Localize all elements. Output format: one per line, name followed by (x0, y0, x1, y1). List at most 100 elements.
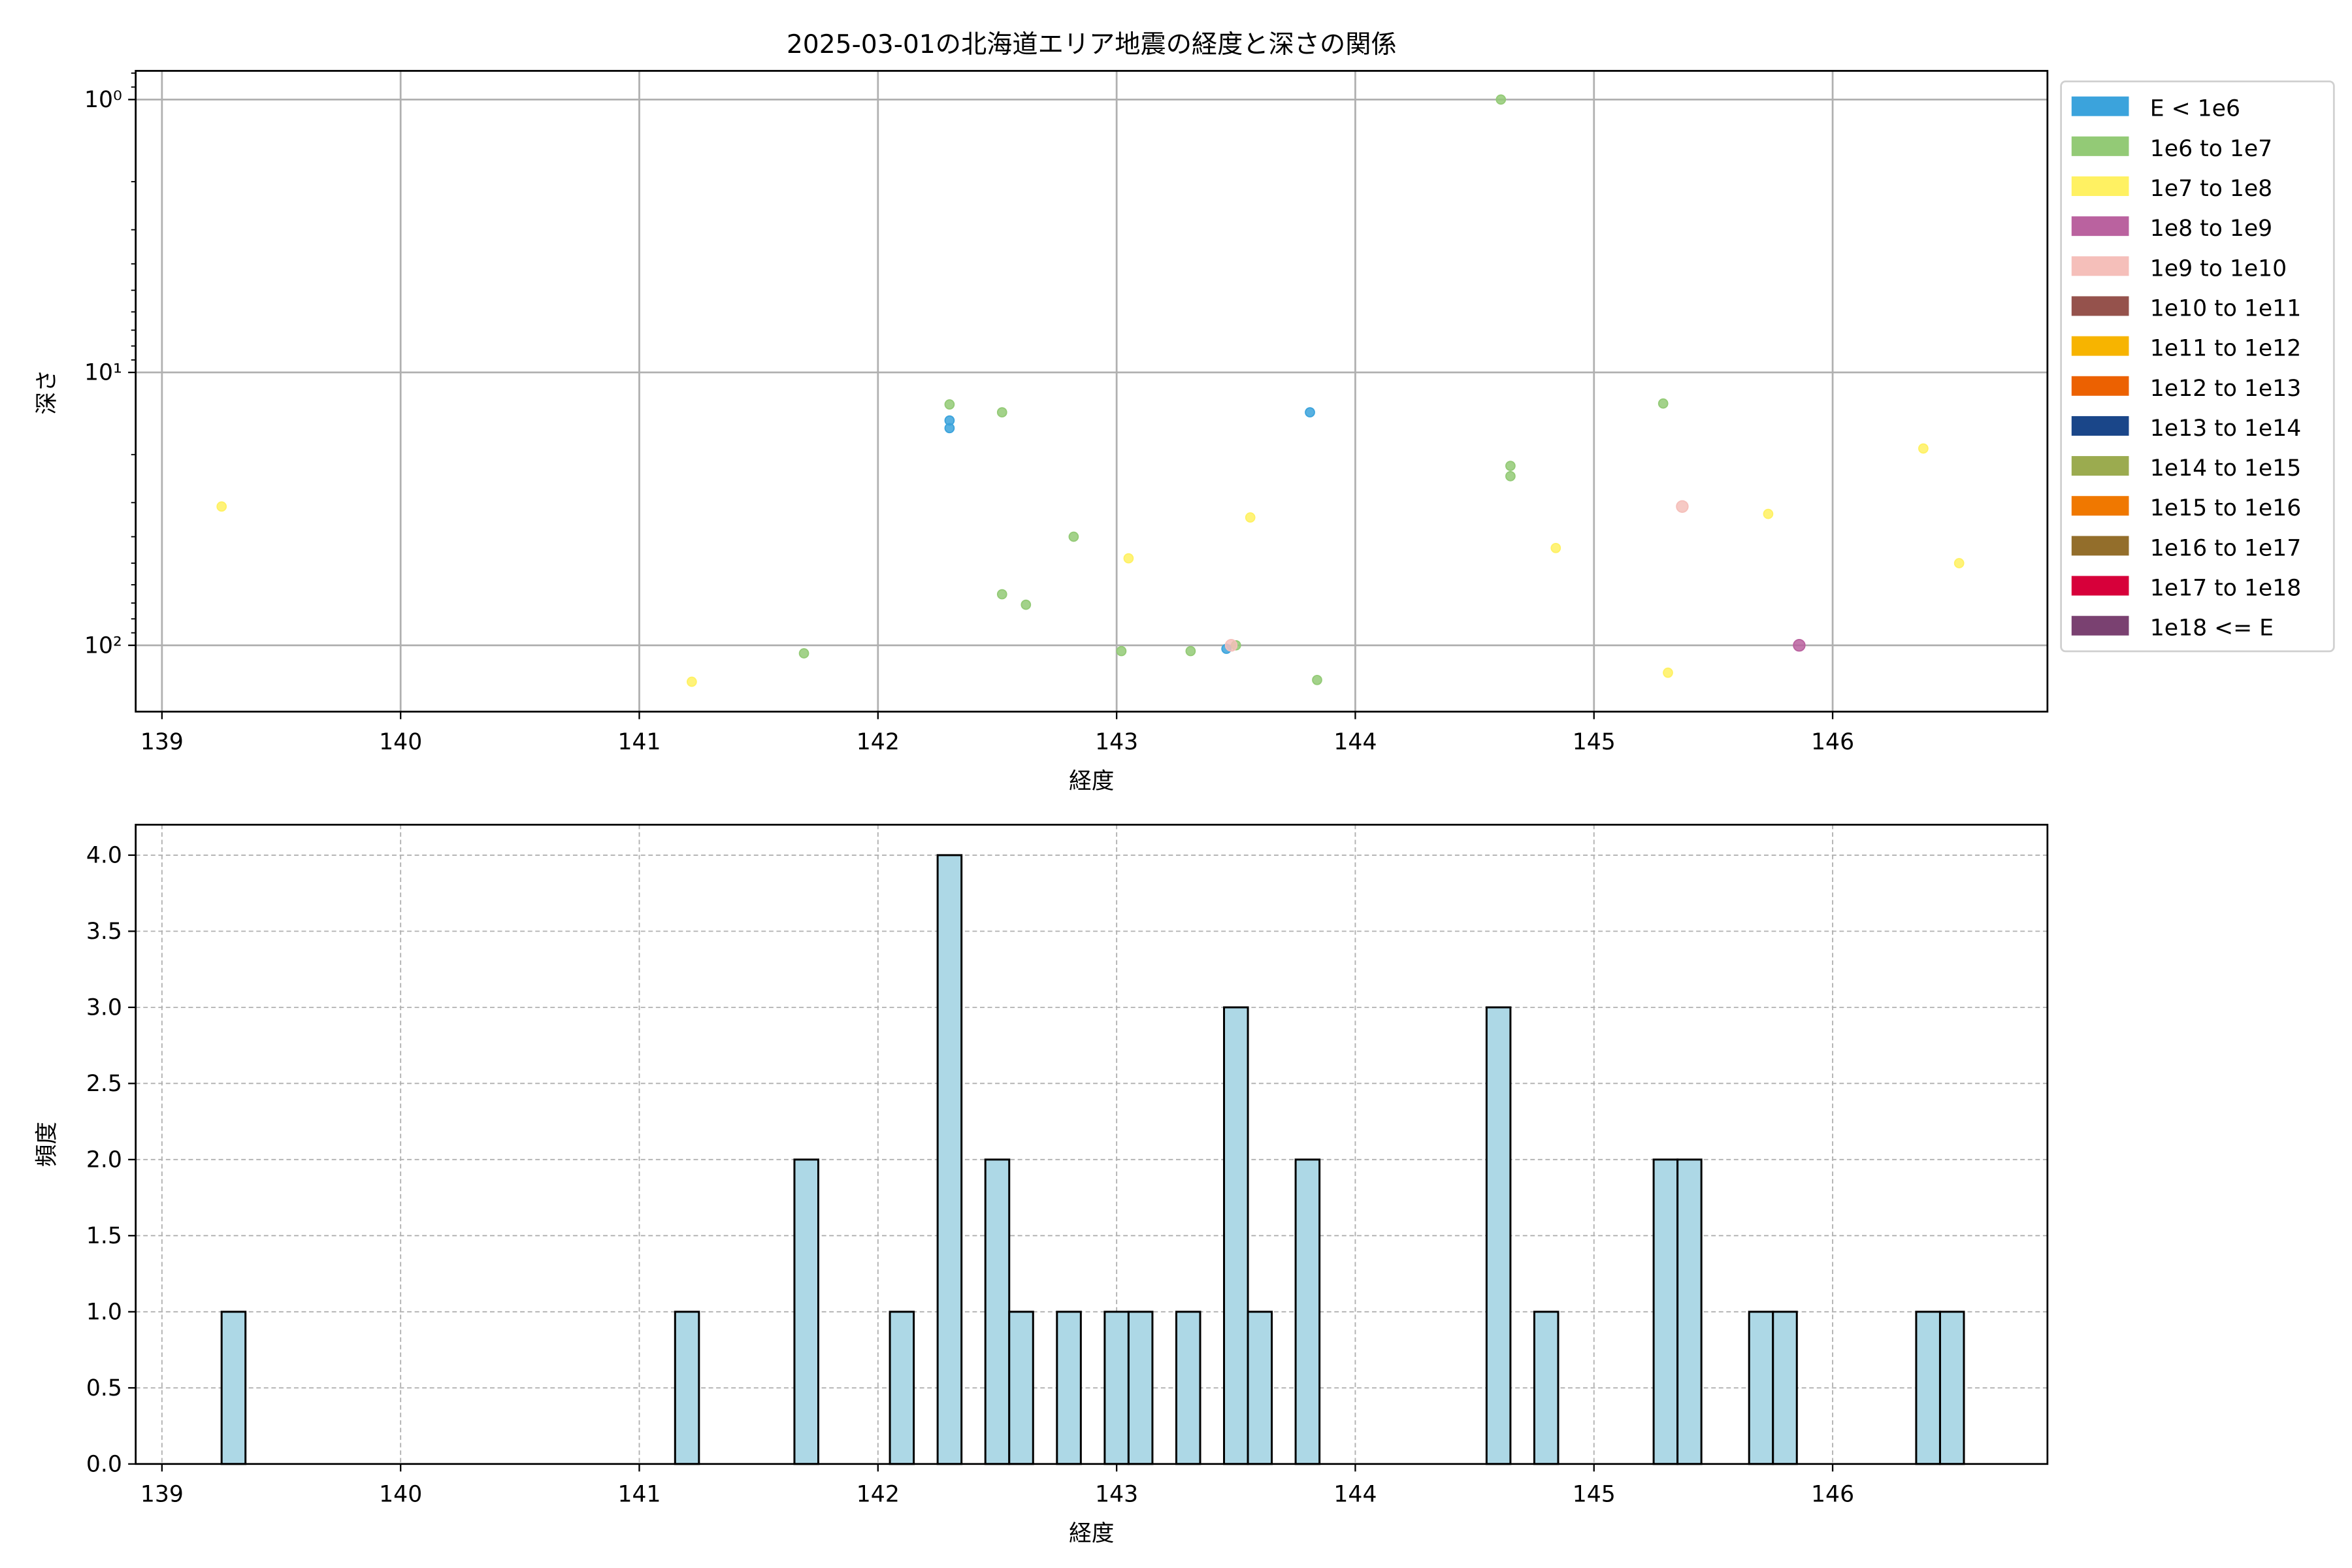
scatter-point (1185, 645, 1196, 657)
histogram-bar (1772, 1311, 1798, 1465)
legend-label: 1e9 to 1e10 (2150, 255, 2287, 282)
legend-swatch (2071, 136, 2129, 156)
scatter-point (944, 399, 955, 410)
scatter-point (1021, 599, 1032, 610)
scatter-x-tick-label: 143 (1095, 729, 1138, 755)
histogram-x-tick-label: 141 (617, 1481, 661, 1507)
scatter-point (1123, 553, 1134, 564)
scatter-point (1793, 639, 1806, 652)
scatter-point (1312, 674, 1322, 685)
legend-label: 1e12 to 1e13 (2150, 376, 2301, 402)
scatter-grid (135, 71, 2048, 712)
legend-swatch (2071, 576, 2129, 596)
scatter-point (1505, 471, 1516, 482)
histogram-bar (936, 854, 963, 1465)
histogram-y-tick-label: 4.0 (86, 842, 122, 868)
legend-swatch (2071, 216, 2129, 237)
histogram-bar (1223, 1006, 1249, 1465)
legend-label: E < 1e6 (2150, 96, 2240, 122)
legend-swatch (2071, 256, 2129, 276)
legend-swatch (2071, 615, 2129, 636)
histogram-bar (1103, 1311, 1130, 1465)
scatter-ticks: 139 140 141 142 143 144 145 146 10⁰ 10¹ 10² (84, 72, 1854, 755)
histogram-grid (135, 825, 2048, 1465)
legend-swatch (2071, 416, 2129, 436)
legend-label: 1e18 <= E (2150, 615, 2274, 642)
scatter-point (1953, 558, 1965, 568)
legend-swatch (2071, 336, 2129, 356)
scatter-point (1763, 508, 1774, 519)
scatter-x-tick-label: 146 (1811, 729, 1854, 755)
histogram-bar (1652, 1158, 1679, 1465)
histogram-y-tick-label: 1.5 (86, 1223, 122, 1249)
legend-label: 1e16 to 1e17 (2150, 535, 2301, 561)
scatter-point (1658, 398, 1669, 409)
scatter-x-tick-label: 140 (379, 729, 422, 755)
histogram-bar (1008, 1311, 1034, 1465)
scatter-point (216, 501, 227, 512)
legend-label: 1e11 to 1e12 (2150, 336, 2301, 362)
histogram-bar (674, 1311, 700, 1465)
legend-swatch (2071, 296, 2129, 316)
legend: E < 1e6 1e6 to 1e7 1e7 to 1e8 1e8 to 1e9 1e9… (2060, 80, 2335, 653)
histogram-bar (793, 1158, 819, 1465)
histogram-y-tick-label: 1.0 (86, 1299, 122, 1325)
histogram-bar (889, 1311, 915, 1465)
histogram-bar (1938, 1311, 1965, 1465)
histogram-y-tick-label: 2.0 (86, 1147, 122, 1173)
histogram-bar (1056, 1311, 1082, 1465)
scatter-point (798, 648, 809, 659)
histogram-x-tick-label: 144 (1333, 1481, 1377, 1507)
scatter-x-tick-label: 142 (857, 729, 900, 755)
histogram-bar (1915, 1311, 1941, 1465)
histogram-bar (1748, 1311, 1774, 1465)
scatter-x-tick-label: 141 (617, 729, 661, 755)
histogram-x-tick-label: 142 (857, 1481, 900, 1507)
histogram-axes: 139 140 141 142 143 144 145 146 0.0 0.5 1.0 1.5 2.0 2… (34, 823, 2049, 1546)
legend-label: 1e15 to 1e16 (2150, 495, 2301, 521)
histogram-x-label: 経度 (1069, 1520, 1114, 1546)
histogram-ticks: 139 140 141 142 143 144 145 146 0.0 0.5 1.0 1.5 2.0 2… (86, 842, 1854, 1507)
scatter-point (944, 423, 955, 434)
histogram-bar (984, 1158, 1011, 1465)
scatter-point (1305, 407, 1315, 417)
legend-frame (2060, 80, 2335, 653)
scatter-point (1116, 645, 1127, 657)
legend-swatch (2071, 376, 2129, 396)
histogram-bar (1175, 1311, 1201, 1465)
scatter-point (1224, 639, 1238, 652)
histogram-bar (1127, 1311, 1154, 1465)
histogram-x-tick-label: 140 (379, 1481, 422, 1507)
chart-title: 2025-03-01の北海道エリア地震の経度と深さの関係 (787, 30, 1397, 59)
histogram-bar (220, 1311, 247, 1465)
scatter-point (1068, 531, 1079, 542)
histogram-x-tick-label: 143 (1095, 1481, 1138, 1507)
legend-swatch (2071, 456, 2129, 476)
scatter-points (216, 94, 1965, 687)
histogram-y-tick-label: 2.5 (86, 1071, 122, 1097)
histogram-x-tick-label: 145 (1573, 1481, 1616, 1507)
scatter-y-tick-label: 10¹ (84, 360, 122, 386)
histogram-y-tick-label: 3.0 (86, 994, 122, 1021)
scatter-x-tick-label: 139 (140, 729, 184, 755)
scatter-point (996, 589, 1007, 600)
legend-label: 1e13 to 1e14 (2150, 416, 2301, 442)
scatter-point (1550, 542, 1561, 553)
legend-label: 1e17 to 1e18 (2150, 576, 2301, 602)
histogram-bar (1533, 1311, 1560, 1465)
scatter-point (1245, 512, 1256, 523)
histogram-x-tick-label: 146 (1811, 1481, 1854, 1507)
legend-label: 1e6 to 1e7 (2150, 136, 2272, 162)
scatter-x-tick-label: 145 (1573, 729, 1616, 755)
scatter-point (1676, 500, 1689, 513)
scatter-x-tick-label: 144 (1333, 729, 1377, 755)
scatter-point (1918, 443, 1929, 454)
histogram-y-tick-label: 0.5 (86, 1375, 122, 1401)
legend-label: 1e14 to 1e15 (2150, 455, 2301, 482)
scatter-x-label: 経度 (1069, 768, 1114, 794)
histogram-bar (1294, 1158, 1321, 1465)
histogram-x-tick-label: 139 (140, 1481, 184, 1507)
histogram-bar (1247, 1311, 1273, 1465)
